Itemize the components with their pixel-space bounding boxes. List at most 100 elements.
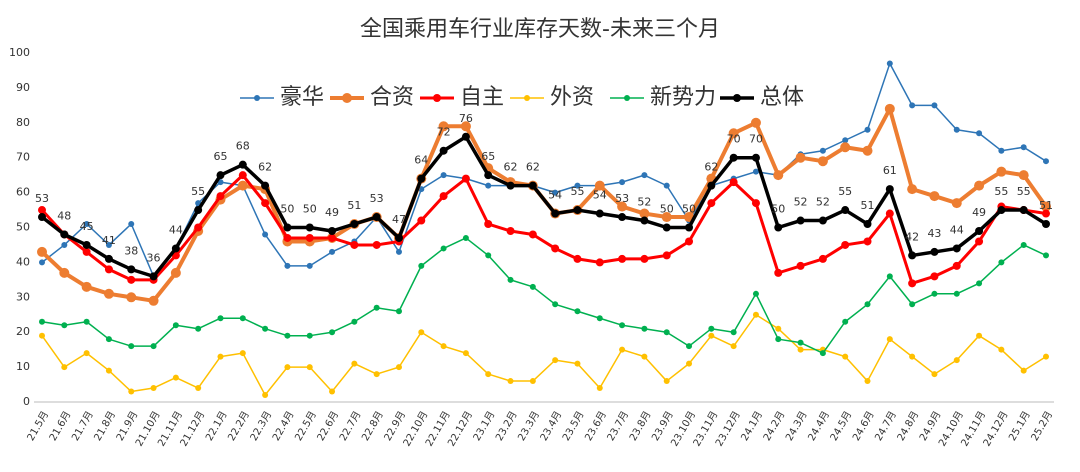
data-point	[796, 216, 805, 225]
data-point	[975, 237, 984, 246]
data-point	[1018, 170, 1029, 181]
data-point	[663, 182, 670, 189]
data-point	[216, 192, 225, 201]
data-point	[864, 301, 871, 308]
data-point	[195, 325, 202, 332]
data-point	[395, 308, 402, 315]
data-point	[595, 258, 604, 267]
data-point	[574, 360, 581, 367]
data-point	[931, 102, 938, 109]
data-point	[1020, 367, 1027, 374]
data-label: 55	[570, 185, 584, 198]
data-label: 68	[236, 140, 250, 153]
data-label: 55	[191, 185, 205, 198]
data-label: 38	[124, 244, 138, 257]
data-point	[752, 290, 759, 297]
data-label: 54	[548, 189, 562, 202]
data-point	[127, 265, 136, 274]
data-point	[350, 240, 359, 249]
data-point	[662, 223, 671, 232]
data-point	[663, 329, 670, 336]
data-point	[750, 117, 761, 128]
data-point	[1019, 206, 1028, 215]
data-point	[507, 276, 514, 283]
data-point	[953, 357, 960, 364]
data-label: 61	[883, 164, 897, 177]
legend-label: 总体	[760, 85, 804, 110]
data-point	[1041, 201, 1051, 212]
data-point	[841, 240, 850, 249]
data-point	[460, 121, 471, 132]
y-tick-label: 90	[16, 81, 30, 94]
data-point	[931, 371, 938, 378]
data-point	[840, 142, 851, 153]
data-label: 44	[169, 223, 183, 236]
data-point	[552, 189, 559, 196]
data-label: 52	[637, 196, 651, 209]
data-label: 62	[258, 161, 272, 174]
data-label: 49	[972, 206, 986, 219]
data-point	[640, 254, 649, 263]
data-point	[818, 216, 827, 225]
data-point	[373, 304, 380, 311]
data-point	[953, 126, 960, 133]
legend-marker	[733, 94, 741, 102]
data-label: 49	[325, 206, 339, 219]
y-tick-label: 60	[16, 186, 30, 199]
data-point	[842, 353, 849, 360]
data-point	[262, 392, 269, 399]
data-point	[394, 233, 403, 242]
data-point	[82, 240, 91, 249]
legend-label: 自主	[460, 85, 504, 110]
data-point	[461, 174, 470, 183]
data-point	[59, 267, 70, 278]
data-label: 52	[816, 196, 830, 209]
data-point	[595, 209, 604, 218]
data-point	[864, 378, 871, 385]
data-point	[730, 329, 737, 336]
data-point	[438, 121, 449, 132]
data-point	[886, 273, 893, 280]
data-point	[262, 325, 269, 332]
data-point	[148, 295, 159, 306]
data-label: 51	[347, 199, 361, 212]
data-point	[1020, 144, 1027, 151]
data-point	[752, 311, 759, 318]
data-label: 65	[213, 150, 227, 163]
data-point	[239, 350, 246, 357]
data-point	[974, 180, 985, 191]
data-point	[38, 213, 46, 222]
y-tick-label: 100	[9, 46, 30, 59]
data-label: 72	[437, 126, 451, 139]
data-point	[997, 206, 1006, 215]
data-label: 51	[1039, 199, 1053, 212]
data-label: 50	[660, 203, 674, 216]
legend-marker	[624, 95, 630, 101]
data-point	[61, 241, 68, 248]
data-point	[485, 182, 492, 189]
data-point	[730, 343, 737, 350]
data-point	[998, 259, 1005, 266]
legend-marker	[524, 95, 530, 101]
data-point	[819, 350, 826, 357]
data-point	[996, 166, 1007, 177]
data-point	[1042, 220, 1050, 229]
data-point	[909, 102, 916, 109]
data-point	[864, 126, 871, 133]
data-label: 36	[147, 251, 161, 264]
data-point	[283, 223, 292, 232]
data-point	[395, 364, 402, 371]
data-point	[819, 147, 826, 154]
data-point	[574, 182, 581, 189]
data-point	[37, 246, 47, 257]
data-point	[751, 153, 760, 162]
data-point	[194, 223, 203, 232]
legend-label: 豪华	[280, 85, 324, 110]
data-label: 41	[102, 234, 116, 247]
data-point	[775, 336, 782, 343]
data-point	[908, 279, 917, 288]
data-point	[817, 156, 828, 167]
data-point	[261, 181, 270, 190]
